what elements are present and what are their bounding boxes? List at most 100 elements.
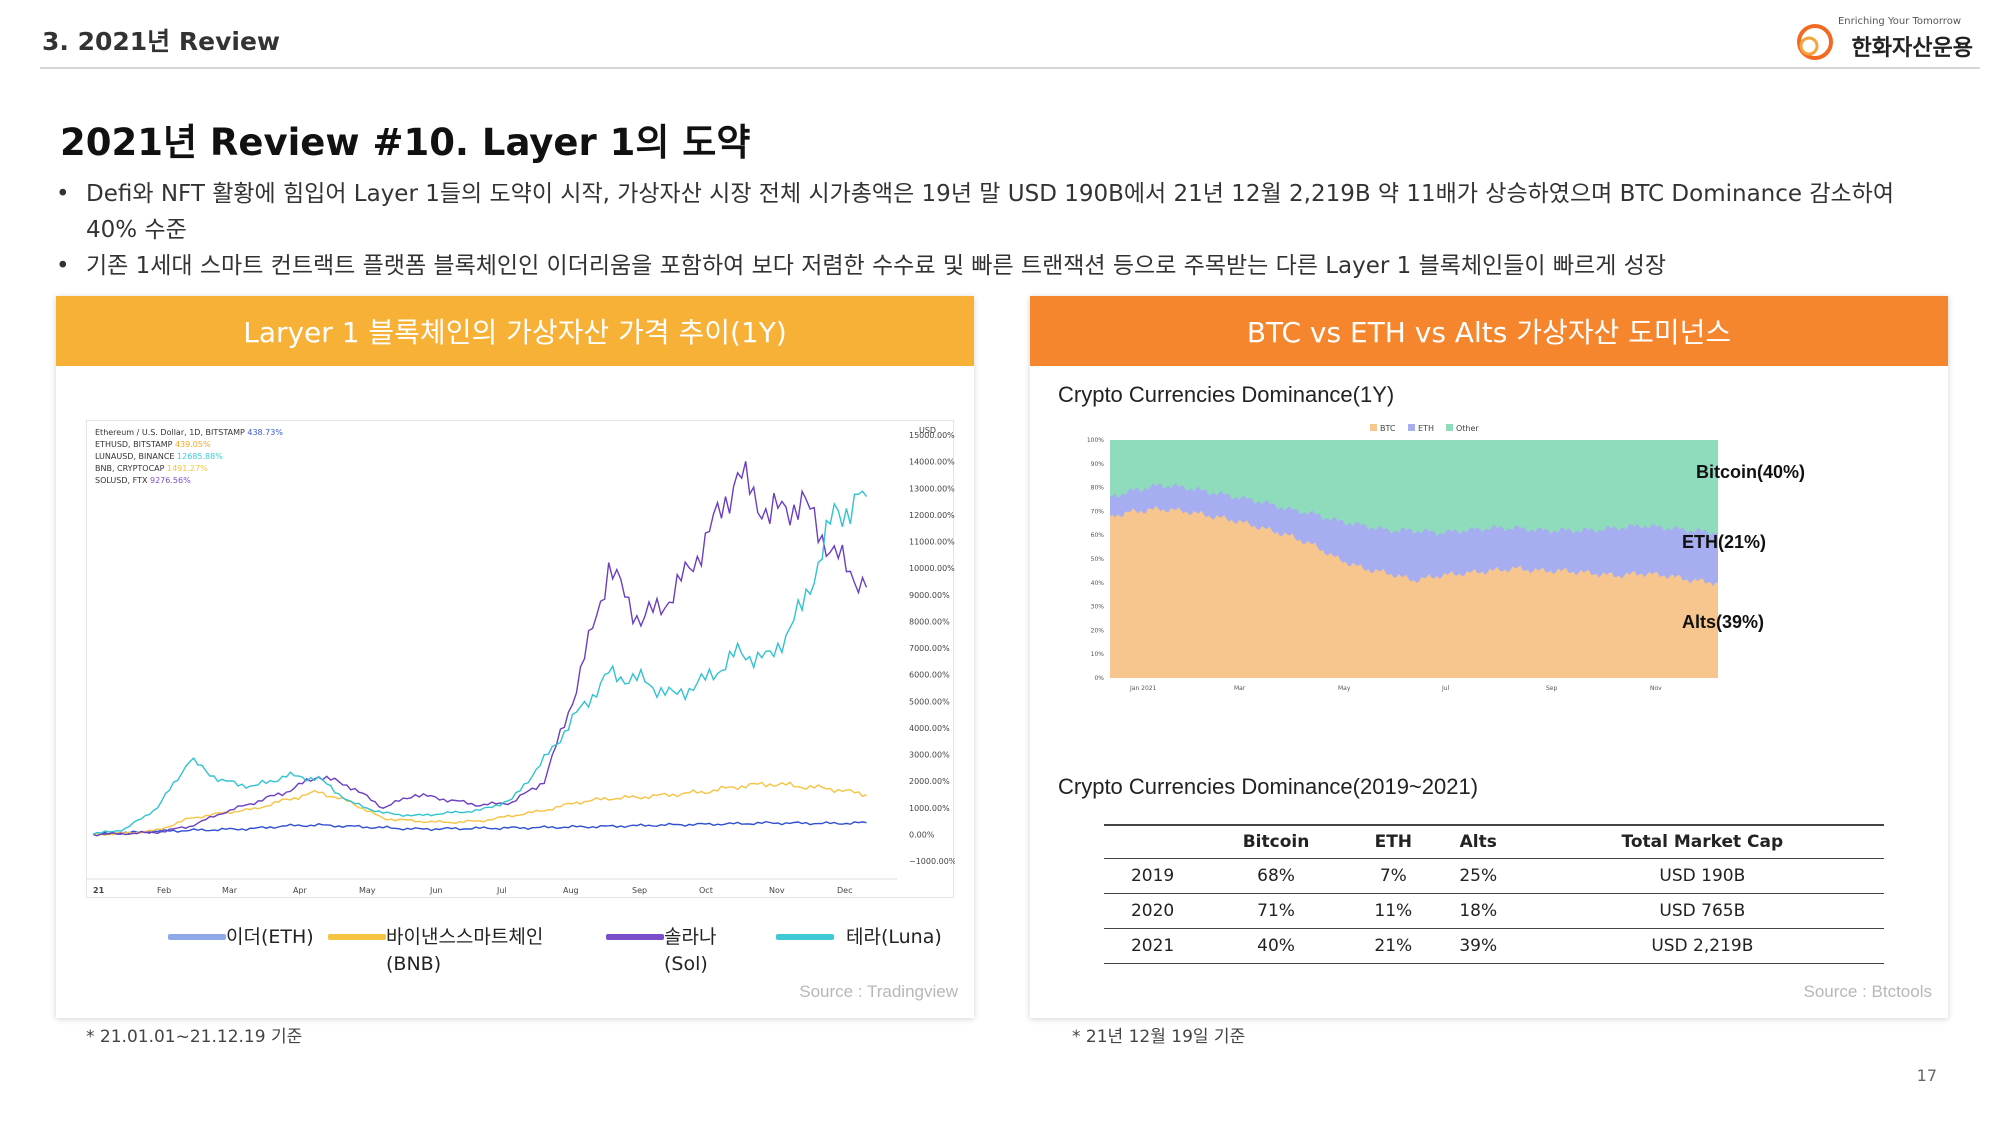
x-tick-label: Jan 2021 [1129, 685, 1157, 692]
y-tick-label: 13000.00% [909, 484, 955, 493]
series-label: BNB, CRYPTOCAP 1491.27% [95, 464, 208, 473]
series-label: Ethereum / U.S. Dollar, 1D, BITSTAMP 438… [95, 428, 283, 437]
x-tick-label: Jul [1441, 685, 1450, 692]
table-row: 2020 71% 11% 18% USD 765B [1104, 893, 1884, 929]
legend-label: ETH [1418, 424, 1434, 433]
series-line-bnb [92, 781, 867, 837]
legend-item-luna: 테라(Luna) [776, 924, 942, 951]
table-cell: 40% [1201, 928, 1351, 964]
y-tick-label: 12000.00% [909, 511, 955, 520]
y-tick-label: 100% [1087, 437, 1104, 444]
price-chart: Ethereum / U.S. Dollar, 1D, BITSTAMP 438… [86, 420, 957, 898]
date-note: * 21년 12월 19일 기준 [1072, 1027, 1246, 1047]
legend-item-sol: 솔라나 (Sol) [606, 924, 716, 978]
company-logo: Enriching Your Tomorrow 한화자산운용 [1793, 14, 1973, 64]
price-trend-panel: Laryer 1 블록체인의 가상자산 가격 추이(1Y) Ethereum /… [56, 296, 974, 1018]
dominance-table: Bitcoin ETH Alts Total Market Cap 2019 6… [1104, 824, 1884, 964]
x-tick-label: Aug [563, 886, 579, 895]
panel-header: BTC vs ETH vs Alts 가상자산 도미넌스 [1030, 296, 1948, 366]
table-header [1104, 824, 1202, 859]
y-tick-label: −1000.00% [909, 857, 955, 866]
table-row: 2019 68% 7% 25% USD 190B [1104, 858, 1884, 894]
y-tick-label: 3000.00% [909, 751, 950, 760]
x-tick-label: Mar [1234, 685, 1246, 692]
table-cell: USD 765B [1520, 893, 1884, 929]
series-line-eth [92, 820, 867, 836]
section-label: 3. 2021년 Review [42, 27, 281, 56]
x-tick-label: Jun [429, 886, 443, 895]
legend-swatch [1370, 424, 1377, 431]
legend-label: 솔라나 (Sol) [664, 926, 717, 975]
table-cell: 68% [1201, 858, 1351, 894]
table-cell: 2021 [1104, 928, 1202, 964]
legend-item-bnb: 바이낸스스마트체인 (BNB) [328, 924, 543, 978]
y-tick-label: 10% [1091, 651, 1105, 658]
table-row: 2021 40% 21% 39% USD 2,219B [1104, 928, 1884, 964]
dominance-table-title: Crypto Currencies Dominance(2019~2021) [1058, 774, 1479, 799]
series-label-value: 9276.56% [150, 476, 191, 485]
bullet-item: Defi와 NFT 활황에 힘입어 Layer 1들의 도약이 시작, 가상자산… [52, 176, 1952, 248]
table-cell: 25% [1435, 858, 1521, 894]
table-cell: 2020 [1104, 893, 1202, 929]
legend-label: 이더(ETH) [226, 926, 314, 948]
dominance-annotation: ETH(21%) [1682, 532, 1766, 552]
x-tick-label: Nov [1650, 685, 1662, 692]
y-tick-label: 9000.00% [909, 591, 950, 600]
y-tick-label: 30% [1091, 604, 1105, 611]
dominance-chart-svg: BTC ETH Other 100% 90% 80% 70% 60% 50% 40% 30% 20% 1… [1087, 424, 1805, 692]
series-label-value: 12685.88% [177, 452, 223, 461]
table-header: Bitcoin [1201, 824, 1351, 859]
x-tick-label: Mar [222, 886, 238, 895]
y-tick-label: 6000.00% [909, 671, 950, 680]
dominance-annotation: Alts(39%) [1682, 612, 1764, 632]
legend-swatch [776, 934, 834, 940]
legend-swatch [1446, 424, 1453, 431]
legend-label: BTC [1380, 424, 1396, 433]
table-cell: 71% [1201, 893, 1351, 929]
y-tick-label: 40% [1091, 580, 1105, 587]
header-divider [40, 67, 1980, 69]
table-header: Alts [1435, 824, 1521, 859]
y-tick-label: 5000.00% [909, 697, 950, 706]
series-label-value: 1491.27% [167, 464, 208, 473]
y-tick-label: 90% [1091, 461, 1105, 468]
y-tick-label: 11000.00% [909, 538, 955, 547]
series-label: LUNAUSD, BINANCE 12685.88% [95, 452, 223, 461]
dominance-annotation: Bitcoin(40%) [1696, 462, 1805, 482]
panel-header: Laryer 1 블록체인의 가상자산 가격 추이(1Y) [56, 296, 974, 366]
table-cell: 18% [1435, 893, 1521, 929]
table-cell: 11% [1350, 893, 1436, 929]
y-tick-label: 14000.00% [909, 458, 955, 467]
series-label-value: 439.05% [175, 440, 211, 449]
y-tick-label: 10000.00% [909, 564, 955, 573]
legend-label: Other [1456, 424, 1479, 433]
y-tick-label: 70% [1091, 508, 1105, 515]
x-tick-label: May [1338, 685, 1351, 692]
source-label: Source : Tradingview [799, 982, 958, 1001]
legend-swatch [328, 934, 386, 940]
legend-swatch [1408, 424, 1415, 431]
logo-mark-icon [1797, 24, 1833, 60]
y-tick-label: 50% [1091, 556, 1105, 563]
x-tick-label: 21 [93, 886, 105, 895]
y-tick-label: 0% [1094, 675, 1104, 682]
bullet-list: Defi와 NFT 활황에 힘입어 Layer 1들의 도약이 시작, 가상자산… [52, 176, 1952, 284]
price-chart-svg: Ethereum / U.S. Dollar, 1D, BITSTAMP 438… [87, 426, 957, 895]
dominance-chart: BTC ETH Other 100% 90% 80% 70% 60% 50% 40% 30% 20% 1… [1058, 422, 1938, 756]
y-tick-label: 2000.00% [909, 777, 950, 786]
x-tick-label: Feb [157, 886, 171, 895]
table-header-row: Bitcoin ETH Alts Total Market Cap [1104, 824, 1884, 859]
logo-name: 한화자산운용 [1851, 36, 1973, 61]
logo-tagline: Enriching Your Tomorrow [1837, 16, 1961, 27]
x-tick-label: Apr [293, 886, 308, 895]
series-line-sol [92, 461, 868, 837]
btc-area [1110, 505, 1718, 678]
date-note: * 21.01.01~21.12.19 기준 [86, 1027, 303, 1047]
y-tick-label: 1000.00% [909, 804, 950, 813]
page-title: 2021년 Review #10. Layer 1의 도약 [60, 121, 751, 164]
y-tick-label: 8000.00% [909, 617, 950, 626]
x-tick-label: Sep [632, 886, 647, 895]
table-cell: USD 190B [1520, 858, 1884, 894]
table-cell: USD 2,219B [1520, 928, 1884, 964]
y-unit-label: USD [919, 426, 936, 435]
